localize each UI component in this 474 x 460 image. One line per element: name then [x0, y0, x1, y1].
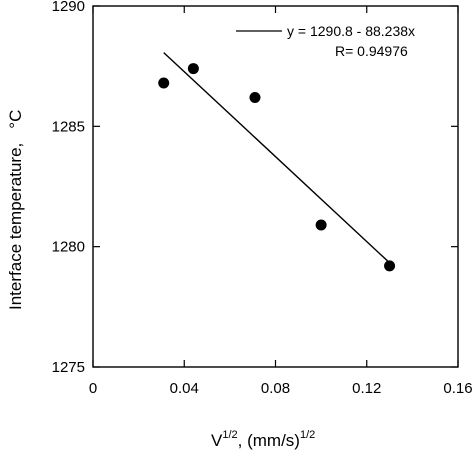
x-axis-label-rest: , (mm/s)	[238, 431, 300, 450]
data-point	[249, 91, 261, 103]
x-axis-label: V1/2, (mm/s)1/2	[211, 429, 315, 450]
y-axis-label-main: Interface temperature,	[6, 143, 25, 310]
x-axis-ticks: 0 0.04 0.08 0.12 0.16	[89, 6, 473, 397]
fit-line	[163, 52, 391, 264]
y-axis-ticks: 1275 1280 1285 1290	[52, 0, 458, 376]
plot-border	[92, 5, 459, 368]
x-axis-label-sup: 1/2	[222, 429, 237, 441]
legend-r-value: R= 0.94976	[335, 43, 408, 59]
data-point	[315, 219, 327, 231]
fit-line-layer	[163, 52, 391, 264]
plot-frame	[92, 5, 459, 368]
y-tick-label: 1285	[52, 118, 85, 135]
x-tick-label: 0.08	[261, 380, 290, 397]
y-tick-label: 1280	[52, 239, 85, 256]
x-tick-label: 0.04	[170, 380, 199, 397]
data-point	[384, 260, 396, 272]
x-tick-label: 0.16	[443, 380, 472, 397]
data-points-layer	[158, 63, 396, 272]
data-point	[187, 63, 199, 75]
y-tick-label: 1275	[52, 359, 85, 376]
y-axis-label: Interface temperature, °C	[6, 110, 25, 310]
x-tick-label: 0.12	[352, 380, 381, 397]
data-point	[158, 77, 170, 89]
y-axis-unit: °C	[6, 110, 25, 129]
x-axis-label-sup2: 1/2	[300, 429, 315, 441]
legend-equation: y = 1290.8 - 88.238x	[287, 23, 415, 39]
x-tick-label: 0	[89, 380, 97, 397]
x-axis-label-main: V	[211, 431, 223, 450]
y-tick-label: 1290	[52, 0, 85, 15]
